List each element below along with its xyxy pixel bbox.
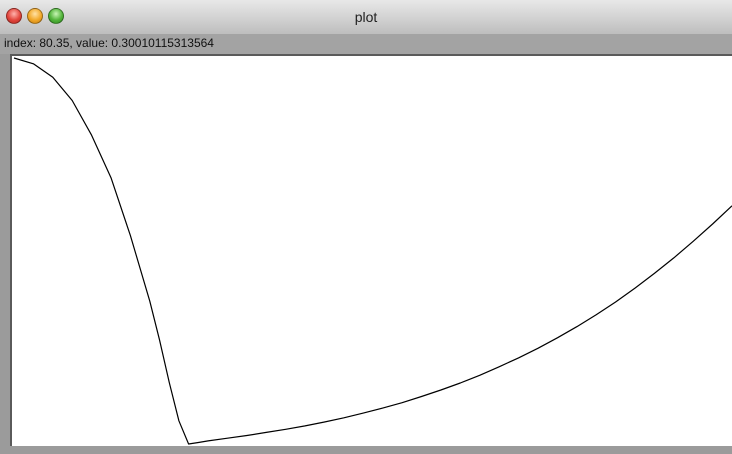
series-line-0 bbox=[13, 57, 732, 445]
close-window-icon[interactable] bbox=[6, 8, 22, 24]
status-bar: index: 80.35, value: 0.30010115313564 bbox=[0, 34, 732, 54]
title-bar[interactable]: plot bbox=[0, 0, 732, 34]
minimize-window-icon[interactable] bbox=[27, 8, 43, 24]
cursor-readout: index: 80.35, value: 0.30010115313564 bbox=[4, 36, 214, 50]
zoom-window-icon[interactable] bbox=[48, 8, 64, 24]
window-title: plot bbox=[354, 9, 378, 25]
left-gutter bbox=[0, 54, 10, 454]
bottom-gutter bbox=[0, 446, 732, 454]
plot-canvas[interactable] bbox=[10, 54, 732, 446]
plot-svg[interactable] bbox=[12, 56, 732, 446]
